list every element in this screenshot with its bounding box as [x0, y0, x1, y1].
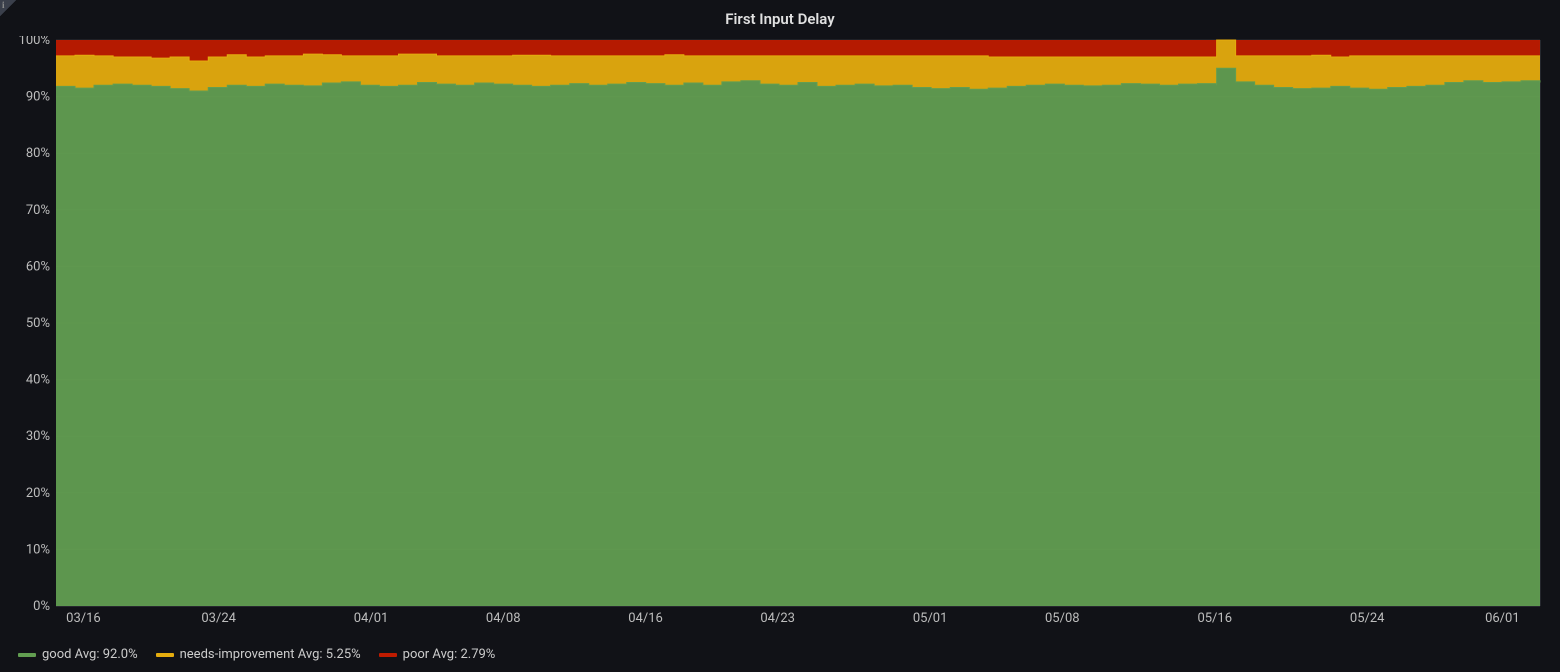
y-tick-label: 10% [26, 542, 50, 557]
legend-swatch-poor [379, 653, 397, 657]
y-tick-label: 20% [26, 486, 50, 501]
x-tick-label: 03/16 [66, 611, 101, 626]
legend-label-needs-improvement: needs-improvement Avg: 5.25% [180, 647, 361, 662]
y-tick-label: 60% [26, 259, 50, 274]
x-tick-label: 04/23 [760, 611, 795, 626]
y-tick-label: 100% [19, 36, 50, 48]
x-tick-label: 05/01 [913, 611, 948, 626]
x-tick-label: 05/16 [1197, 611, 1232, 626]
y-tick-label: 70% [26, 203, 50, 218]
x-tick-label: 06/01 [1485, 611, 1520, 626]
legend-item-poor[interactable]: poor Avg: 2.79% [379, 647, 496, 662]
y-tick-label: 30% [26, 429, 50, 444]
stacked-area-chart: 0% 10% 20% 30% 40% 50% 60% 70% 80% 90% 100% 03/16 03… [16, 36, 1544, 628]
legend-item-good[interactable]: good Avg: 92.0% [18, 647, 138, 662]
legend: good Avg: 92.0% needs-improvement Avg: 5… [18, 647, 495, 662]
y-tick-label: 0% [33, 599, 50, 614]
x-tick-label: 04/16 [628, 611, 663, 626]
y-tick-label: 50% [26, 316, 50, 331]
chart-area[interactable]: 0% 10% 20% 30% 40% 50% 60% 70% 80% 90% 100% 03/16 03… [16, 36, 1544, 628]
x-tick-label: 05/24 [1350, 611, 1385, 626]
area-good [56, 68, 1540, 606]
panel: i First Input Delay 0% 10% 20% 30% 40% 50% 60%… [0, 0, 1560, 672]
legend-swatch-needs-improvement [156, 653, 174, 657]
legend-label-poor: poor Avg: 2.79% [403, 647, 496, 662]
panel-info-icon[interactable]: i [0, 0, 16, 16]
y-tick-label: 90% [26, 90, 50, 105]
y-tick-label: 40% [26, 373, 50, 388]
x-tick-label: 04/08 [486, 611, 521, 626]
x-tick-label: 05/08 [1045, 611, 1080, 626]
legend-label-good: good Avg: 92.0% [42, 647, 138, 662]
legend-swatch-good [18, 653, 36, 657]
x-tick-label: 03/24 [201, 611, 236, 626]
panel-title: First Input Delay [0, 4, 1560, 32]
x-tick-label: 04/01 [354, 611, 389, 626]
legend-item-needs-improvement[interactable]: needs-improvement Avg: 5.25% [156, 647, 361, 662]
y-tick-label: 80% [26, 146, 50, 161]
